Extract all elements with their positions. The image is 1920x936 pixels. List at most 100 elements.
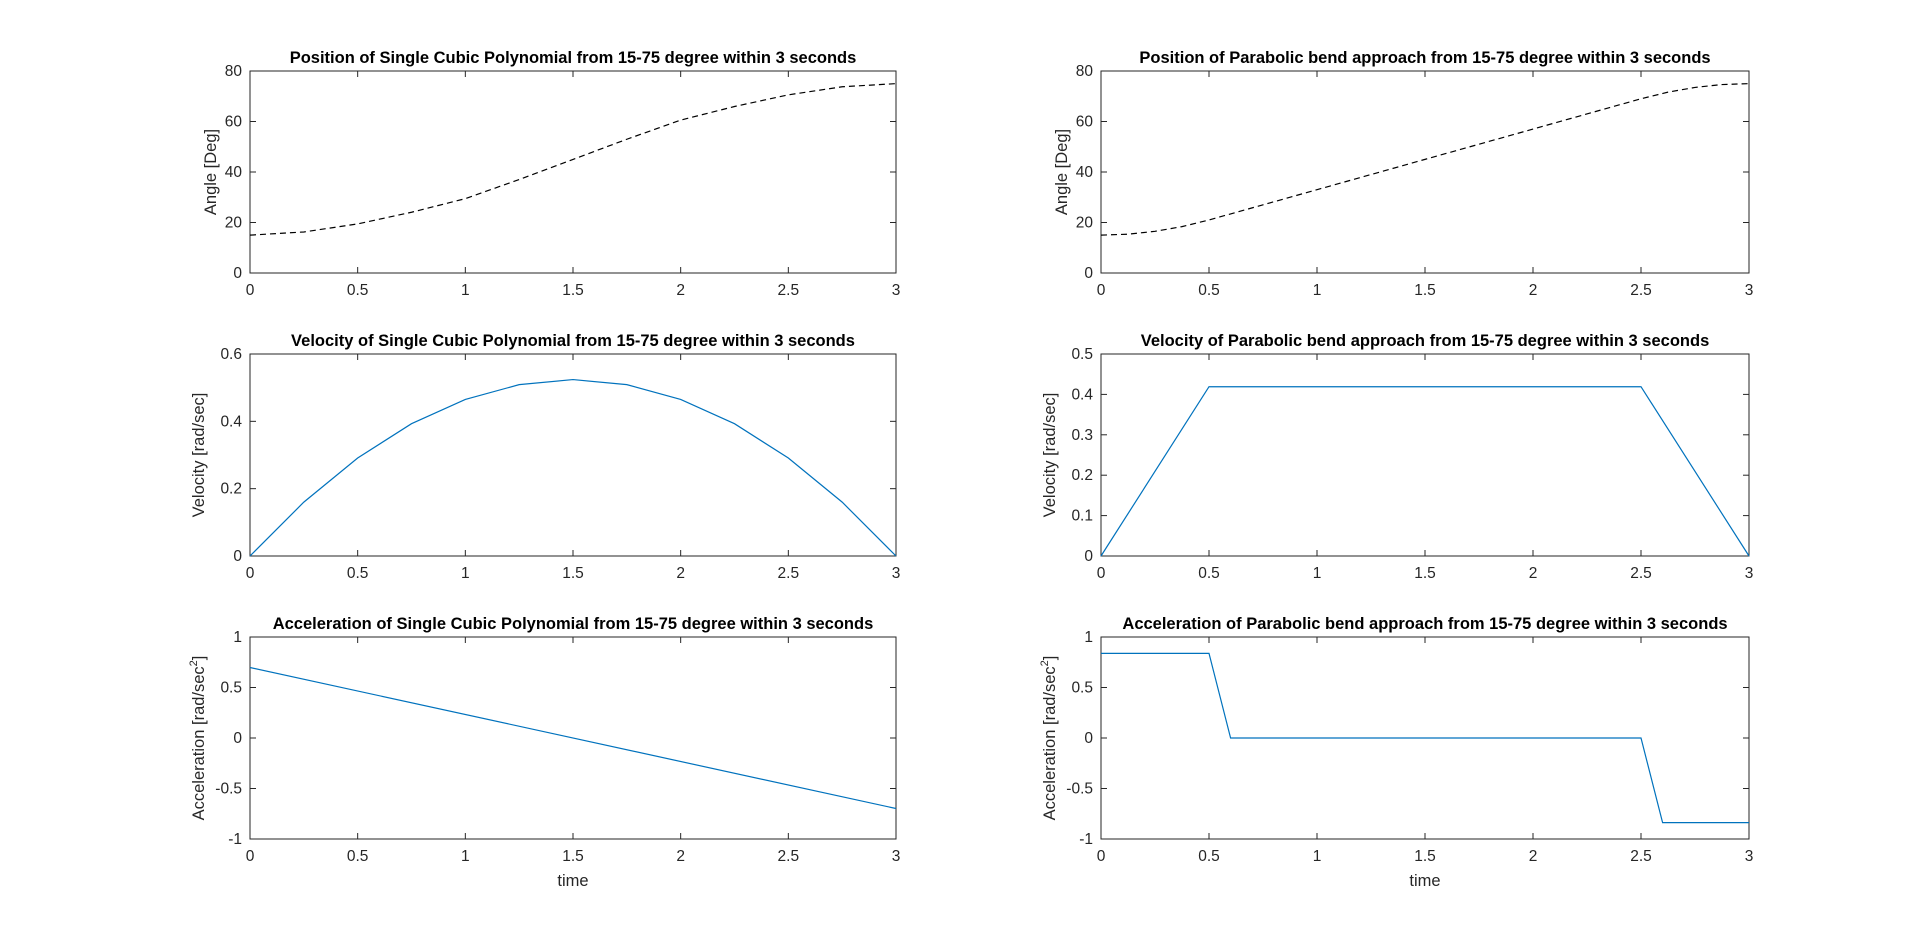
x-tick-label: 0 (1097, 848, 1106, 865)
x-tick-label: 1 (461, 565, 470, 582)
x-tick-label: 1.5 (562, 848, 584, 865)
x-tick-label: 2.5 (778, 565, 800, 582)
y-tick-label: 0.2 (1071, 467, 1093, 484)
x-tick-label: 3 (1745, 282, 1754, 299)
y-tick-label: 0 (233, 265, 242, 282)
x-tick-label: 0.5 (347, 848, 369, 865)
x-tick-label: 2 (1529, 848, 1538, 865)
x-tick-label: 0 (1097, 282, 1106, 299)
axes-frame (249, 70, 897, 274)
y-tick-label: -1 (228, 831, 242, 848)
axes-frame (1100, 353, 1750, 557)
y-tick-label: 0 (1084, 548, 1093, 565)
y-tick-label: 0.3 (1071, 427, 1093, 444)
x-tick-label: 0.5 (1198, 565, 1220, 582)
chart-title: Velocity of Single Cubic Polynomial from… (291, 332, 855, 350)
subplot-velocity-parabolic: 0 0.5 1 1.5 2 2.5 3 0 0.1 0.2 0.3 0.4 0.5 Velocity of… (1041, 332, 1753, 582)
y-tick-label: -1 (1079, 831, 1093, 848)
y-tick-label: 0.5 (1071, 346, 1093, 363)
x-tick-label: 3 (892, 565, 901, 582)
y-tick-label: 0.6 (220, 346, 242, 363)
y-axis-label-end: ] (1041, 656, 1059, 661)
y-axis-label-text: Acceleration [rad/sec (1041, 666, 1059, 820)
x-tick-label: 2 (676, 848, 685, 865)
x-tick-label: 1.5 (562, 565, 584, 582)
x-tick-label: 3 (1745, 565, 1754, 582)
x-tick-label: 0.5 (347, 282, 369, 299)
y-tick-label: 0.5 (1071, 680, 1093, 697)
y-tick-label: 80 (225, 63, 243, 80)
x-tick-label: 1 (461, 282, 470, 299)
series-line-1 (1100, 83, 1750, 236)
x-tick-label: 2.5 (778, 848, 800, 865)
axes-frame (1100, 70, 1750, 274)
x-tick-label: 3 (892, 848, 901, 865)
y-tick-label: 40 (1076, 164, 1094, 181)
y-tick-label: 0.2 (220, 481, 242, 498)
x-tick-label: 2 (676, 282, 685, 299)
y-axis-label: Acceleration [rad/sec2] (1039, 656, 1059, 821)
subplot-acceleration-parabolic: 0 0.5 1 1.5 2 2.5 3 -1 -0.5 0 0.5 1 Acceleration of … (1039, 615, 1753, 890)
y-axis-label-text: Velocity [rad/sec] (190, 393, 208, 518)
x-tick-label: 0.5 (347, 565, 369, 582)
x-tick-label: 1 (1313, 282, 1322, 299)
x-tick-label: 1 (1313, 565, 1322, 582)
y-axis-label: Velocity [rad/sec] (1041, 393, 1059, 518)
subplot-acceleration-cubic: 0 0.5 1 1.5 2 2.5 3 -1 -0.5 0 0.5 1 Acceleration of … (188, 615, 900, 890)
x-tick-label: 2 (1529, 565, 1538, 582)
subplot-velocity-cubic: 0 0.5 1 1.5 2 2.5 3 0 0.2 0.4 0.6 Velocity of Singl… (190, 332, 900, 582)
series-line-1 (1100, 386, 1750, 557)
x-tick-label: 2.5 (778, 282, 800, 299)
y-axis-label-text: Velocity [rad/sec] (1041, 393, 1059, 518)
x-tick-label: 2.5 (1630, 848, 1652, 865)
y-tick-label: 20 (225, 215, 243, 232)
series-line-1 (249, 83, 897, 236)
x-tick-label: 3 (892, 282, 901, 299)
x-tick-label: 2.5 (1630, 282, 1652, 299)
chart-title: Position of Parabolic bend approach from… (1139, 49, 1710, 67)
y-tick-label: 60 (1076, 114, 1094, 131)
x-tick-label: 0 (246, 565, 255, 582)
subplot-position-parabolic: 0 0.5 1 1.5 2 2.5 3 0 20 40 60 80 Position of Parabo… (1053, 49, 1753, 299)
x-tick-label: 1.5 (1414, 565, 1436, 582)
x-tick-label: 3 (1745, 848, 1754, 865)
y-axis-label: Velocity [rad/sec] (190, 393, 208, 518)
y-axis-label-text: Acceleration [rad/sec (190, 666, 208, 820)
x-tick-label: 1 (1313, 848, 1322, 865)
chart-title: Acceleration of Parabolic bend approach … (1122, 615, 1727, 633)
x-tick-label: 1.5 (1414, 282, 1436, 299)
x-tick-label: 0 (246, 848, 255, 865)
x-axis-label: time (557, 872, 588, 890)
y-tick-label: 0 (233, 548, 242, 565)
y-axis-label-end: ] (190, 656, 208, 661)
x-tick-label: 0 (1097, 565, 1106, 582)
y-tick-label: 0.4 (220, 413, 242, 430)
series-line-1 (249, 378, 897, 557)
chart-title: Acceleration of Single Cubic Polynomial … (273, 615, 874, 633)
y-tick-label: 0.5 (220, 680, 242, 697)
x-tick-label: 1.5 (562, 282, 584, 299)
y-tick-label: 1 (233, 629, 242, 646)
y-tick-label: 0.1 (1071, 508, 1093, 525)
y-axis-label: Acceleration [rad/sec2] (188, 656, 208, 821)
y-axis-label: Angle [Deg] (1053, 129, 1071, 215)
x-tick-label: 2 (1529, 282, 1538, 299)
x-axis-label: time (1409, 872, 1440, 890)
series-line-1 (1101, 652, 1749, 824)
axes-frame (249, 353, 897, 557)
y-tick-label: 80 (1076, 63, 1094, 80)
y-tick-label: 40 (225, 164, 243, 181)
y-tick-label: 60 (225, 114, 243, 131)
x-tick-label: 0.5 (1198, 282, 1220, 299)
y-tick-label: -0.5 (1066, 781, 1093, 798)
y-axis-label-superscript: 2 (188, 660, 200, 666)
x-tick-label: 1.5 (1414, 848, 1436, 865)
y-tick-label: 0 (1084, 265, 1093, 282)
chart-title: Velocity of Parabolic bend approach from… (1141, 332, 1710, 350)
y-tick-label: -0.5 (215, 781, 242, 798)
y-tick-label: 0 (1084, 730, 1093, 747)
x-tick-label: 0 (246, 282, 255, 299)
series-line-1 (249, 666, 897, 810)
y-tick-label: 20 (1076, 215, 1094, 232)
